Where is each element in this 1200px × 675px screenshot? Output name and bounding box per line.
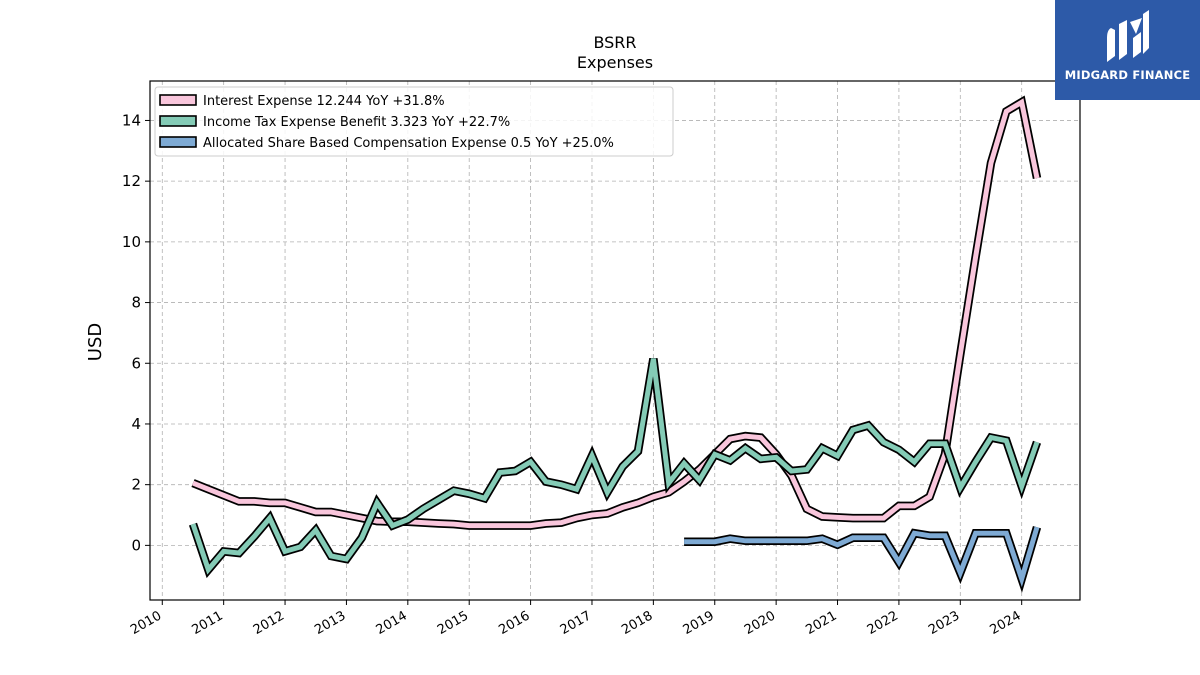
logo-mark-icon bbox=[1107, 10, 1149, 62]
legend-box bbox=[154, 86, 674, 157]
grid bbox=[150, 81, 1080, 600]
legend: Interest Expense 12.244 YoY +31.8% Income… bbox=[154, 86, 674, 157]
series-path bbox=[190, 358, 1040, 575]
y-tick-label: 0 bbox=[131, 536, 141, 554]
logo-text: MIDGARD FINANCE bbox=[1064, 68, 1191, 82]
y-axis-ticks: 0 2 4 6 8 10 12 14 bbox=[122, 111, 150, 554]
chart-subtitle: Expenses bbox=[577, 53, 653, 72]
x-tick-label: 2013 bbox=[312, 608, 348, 638]
y-tick-label: 12 bbox=[122, 172, 141, 190]
y-axis-label: USD bbox=[85, 323, 106, 361]
legend-swatch bbox=[159, 136, 197, 148]
plot-frame bbox=[149, 80, 1081, 601]
x-axis-ticks: 2010 2011 2012 2013 2014 2015 2016 2017 2018 2019… bbox=[128, 600, 1024, 638]
x-tick-label: 2023 bbox=[926, 608, 962, 638]
x-tick-label: 2018 bbox=[619, 608, 655, 638]
series-path bbox=[192, 98, 1040, 529]
series-1-line bbox=[188, 358, 1042, 579]
legend-swatch bbox=[159, 94, 197, 106]
legend-swatch bbox=[159, 115, 197, 127]
legend-entry: Income Tax Expense Benefit 3.323 YoY +22… bbox=[203, 115, 510, 130]
x-tick-label: 2022 bbox=[865, 608, 901, 638]
x-tick-label: 2015 bbox=[435, 608, 471, 638]
chart-title: BSRR bbox=[593, 33, 636, 52]
x-tick-label: 2017 bbox=[558, 608, 594, 638]
series-0-line bbox=[191, 95, 1042, 530]
x-tick-label: 2011 bbox=[190, 608, 226, 638]
series-lines bbox=[188, 95, 1042, 593]
y-tick-label: 14 bbox=[122, 111, 141, 129]
y-tick-label: 4 bbox=[131, 415, 141, 433]
x-tick-label: 2014 bbox=[374, 608, 410, 638]
x-tick-label: 2012 bbox=[251, 608, 287, 638]
x-tick-label: 2019 bbox=[681, 608, 717, 638]
x-tick-label: 2024 bbox=[988, 608, 1024, 638]
legend-entry: Allocated Share Based Compensation Expen… bbox=[203, 136, 614, 151]
x-tick-label: 2020 bbox=[742, 608, 778, 638]
midgard-finance-logo: MIDGARD FINANCE bbox=[1055, 0, 1200, 100]
x-tick-label: 2016 bbox=[496, 608, 532, 638]
y-tick-label: 8 bbox=[131, 294, 141, 312]
series-2-line bbox=[684, 525, 1042, 593]
legend-entry: Interest Expense 12.244 YoY +31.8% bbox=[203, 94, 445, 109]
x-tick-label: 2010 bbox=[128, 608, 164, 638]
series-path bbox=[684, 526, 1040, 588]
y-tick-label: 2 bbox=[131, 476, 141, 494]
x-tick-label: 2021 bbox=[803, 608, 839, 638]
y-tick-label: 10 bbox=[122, 233, 141, 251]
y-tick-label: 6 bbox=[131, 354, 141, 372]
